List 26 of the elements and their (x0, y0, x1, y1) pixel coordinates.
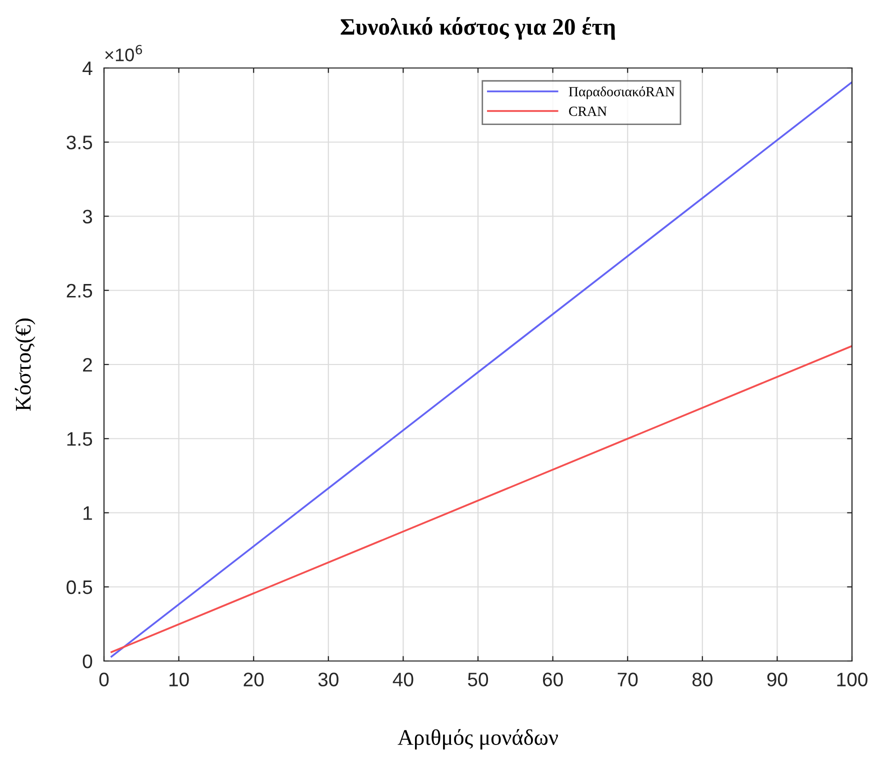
x-tick-label: 80 (692, 672, 712, 686)
x-tick-label: 70 (618, 672, 638, 686)
x-tick-label: 100 (837, 672, 868, 686)
chart-title: Συνολικό κόστος για 20 έτη (340, 17, 616, 40)
y-tick-label: 2.5 (66, 284, 92, 298)
y-tick-label: 2 (83, 358, 92, 372)
y-tick-label: 4 (82, 62, 92, 76)
x-axis-title: Αριθμός μονάδων (398, 729, 558, 750)
text: ×10$^{6}$ (105, 44, 142, 62)
x-tick-label: 20 (244, 672, 264, 686)
x-tick-label: 10 (169, 672, 189, 686)
y-axis-title: Κόστος(€) (14, 318, 36, 411)
y-tick-label: 3.5 (66, 136, 92, 150)
y-tick-label: 0 (82, 654, 92, 668)
x-tick-label: 90 (767, 672, 788, 686)
y-tick-label: 1.5 (67, 432, 92, 446)
x-tick-label: 60 (542, 672, 563, 686)
y-tick-label: 1 (84, 506, 92, 520)
legend-label: ΠαραδοσιακόRAN (568, 86, 675, 100)
x-tick-label: 50 (468, 672, 488, 686)
x-tick-label: 30 (318, 672, 338, 686)
legend-label: CRAN (569, 106, 607, 116)
x-tick-label: 40 (392, 672, 414, 686)
y-tick-label: 0.5 (66, 580, 92, 594)
y-tick-label: 3 (82, 210, 92, 224)
x-tick-label: 0 (99, 672, 109, 686)
